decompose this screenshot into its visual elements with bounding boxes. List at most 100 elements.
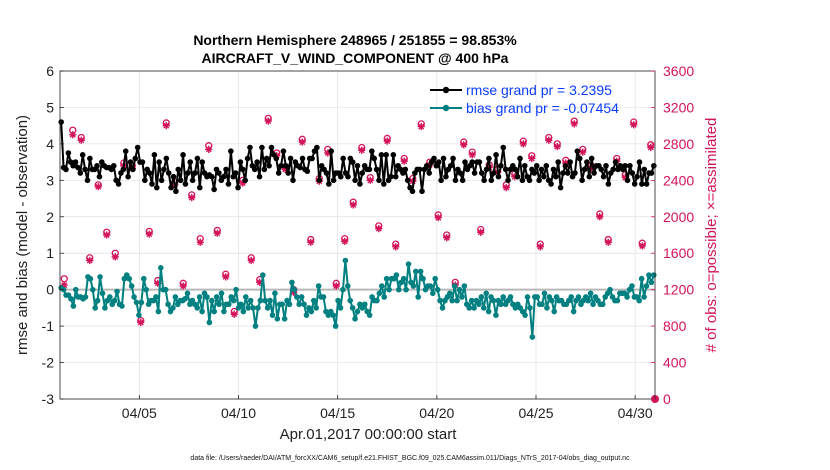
rmse-point (110, 162, 117, 169)
rmse-point (514, 173, 521, 180)
rmse-point (612, 159, 619, 165)
obs-assimilated-marker (468, 151, 476, 159)
obs-assimilated-marker (443, 234, 451, 242)
rmse-point (299, 155, 306, 162)
rmse-point (134, 144, 141, 151)
bias-point (340, 286, 346, 293)
bias-point (590, 301, 596, 308)
rmse-point (244, 155, 251, 162)
bias-point (415, 294, 422, 300)
bias-point (337, 305, 344, 311)
bias-point (646, 272, 652, 278)
rmse-point (115, 181, 122, 187)
obs-assimilated-marker (383, 137, 391, 145)
bias-point (303, 312, 310, 318)
obs-assimilated-marker (94, 183, 102, 191)
bias-point (539, 301, 545, 308)
bias-point (119, 303, 125, 309)
bias-point (208, 297, 215, 304)
rmse-point (555, 159, 562, 165)
bias-point (233, 286, 239, 293)
bias-point (293, 294, 300, 300)
bias-point (629, 283, 635, 289)
obs-assimilated-marker (536, 243, 544, 251)
y-tick-label-left: 2 (46, 209, 54, 225)
rmse-point (471, 170, 478, 176)
rmse-point (419, 188, 425, 195)
bias-point (264, 305, 271, 311)
bias-point (529, 334, 536, 340)
rmse-point (541, 173, 547, 180)
rmse-point (584, 159, 590, 165)
rmse-point (416, 166, 423, 173)
rmse-point (132, 155, 139, 162)
rmse-point (242, 177, 248, 184)
x-tick-label: 04/30 (618, 405, 653, 421)
obs-assimilated-marker (69, 131, 77, 139)
rmse-point (337, 173, 344, 180)
obs-assimilated-marker (621, 174, 629, 182)
bias-point (417, 268, 424, 275)
rmse-point (127, 159, 134, 165)
bias-point (106, 294, 113, 300)
x-axis-ticks: 04/05 04/10 04/15 04/20 04/25 04/30 (122, 395, 653, 421)
obs-assimilated-marker (392, 243, 400, 251)
rmse-point (225, 181, 232, 187)
obs-assimilated-marker (264, 117, 272, 125)
obs-assimilated-marker (511, 173, 519, 181)
rmse-point (266, 162, 272, 169)
bias-point (493, 312, 499, 318)
bias-point (349, 305, 356, 311)
obs-assimilated-marker (477, 228, 485, 236)
bias-point (478, 294, 485, 300)
rmse-point (567, 159, 573, 165)
rmse-point (579, 177, 585, 184)
bias-point (301, 301, 307, 308)
rmse-point (651, 162, 657, 169)
rmse-point (326, 181, 332, 187)
x-tick-label: 04/25 (518, 405, 553, 421)
rmse-point (314, 144, 320, 151)
bias-point (291, 286, 298, 293)
x-tick-label: 04/10 (221, 405, 256, 421)
rmse-point (502, 166, 509, 173)
rmse-point (352, 177, 358, 184)
rmse-point (538, 166, 545, 173)
rmse-point (572, 170, 578, 176)
rmse-point (591, 170, 597, 176)
rmse-point (220, 173, 227, 180)
bias-point (213, 294, 220, 300)
rmse-point (462, 159, 468, 165)
y-tick-label-left: 6 (46, 63, 54, 79)
bias-point (352, 316, 358, 322)
rmse-point (476, 159, 483, 165)
rmse-point (495, 173, 502, 180)
obs-assimilated-marker (188, 194, 196, 202)
bias-point (332, 323, 339, 329)
rmse-point (273, 155, 280, 162)
bias-point (361, 301, 368, 308)
rmse-point (189, 177, 196, 184)
rmse-point (560, 170, 566, 176)
rmse-point (63, 166, 69, 173)
rmse-point (481, 177, 487, 184)
rmse-point (254, 159, 260, 165)
obs-assimilated-marker (638, 242, 646, 250)
obs-assimilated-marker (358, 146, 366, 154)
bias-point (196, 294, 203, 300)
bias-point (111, 297, 118, 304)
rmse-point (94, 162, 100, 169)
rmse-point (268, 144, 275, 151)
rmse-point (84, 177, 91, 184)
rmse-point (603, 162, 609, 169)
obs-assimilated-marker (647, 143, 655, 152)
bias-point (216, 301, 222, 308)
rmse-point (581, 166, 588, 173)
obs-assimilated-marker (281, 165, 289, 173)
rmse-point (643, 181, 650, 187)
bias-point (393, 272, 400, 278)
obs-assimilated-marker (426, 161, 434, 169)
bias-point (286, 301, 293, 308)
rmse-point (498, 162, 504, 169)
bias-point (483, 290, 490, 297)
